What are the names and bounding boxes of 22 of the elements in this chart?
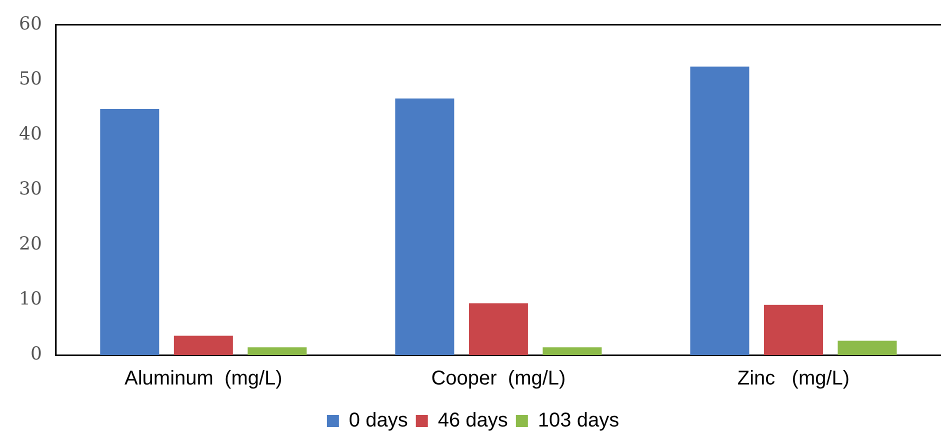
bar xyxy=(764,304,823,355)
bar xyxy=(395,98,454,355)
bar xyxy=(468,303,528,355)
x-tick-label: Aluminum (mg/L) xyxy=(124,368,282,390)
bar xyxy=(690,66,750,355)
bar xyxy=(248,347,307,355)
legend-label: 0 days xyxy=(348,410,408,432)
legend-label: 103 days xyxy=(538,410,620,432)
x-tick-label: Cooper (mg/L) xyxy=(431,368,566,390)
y-tick-label: 20 xyxy=(19,234,42,255)
y-tick-label: 10 xyxy=(19,288,42,310)
y-tick-label: 0 xyxy=(30,344,42,365)
bar xyxy=(542,347,602,355)
x-tick-label: Zinc (mg/L) xyxy=(737,368,850,390)
y-tick-label: 50 xyxy=(19,68,42,90)
y-tick-label: 60 xyxy=(19,13,42,34)
bar xyxy=(174,336,233,355)
y-tick-label: 40 xyxy=(19,124,42,145)
bar xyxy=(838,340,897,355)
y-tick-label: 30 xyxy=(19,178,42,200)
legend-label: 46 days xyxy=(438,410,508,432)
bar xyxy=(100,109,160,355)
